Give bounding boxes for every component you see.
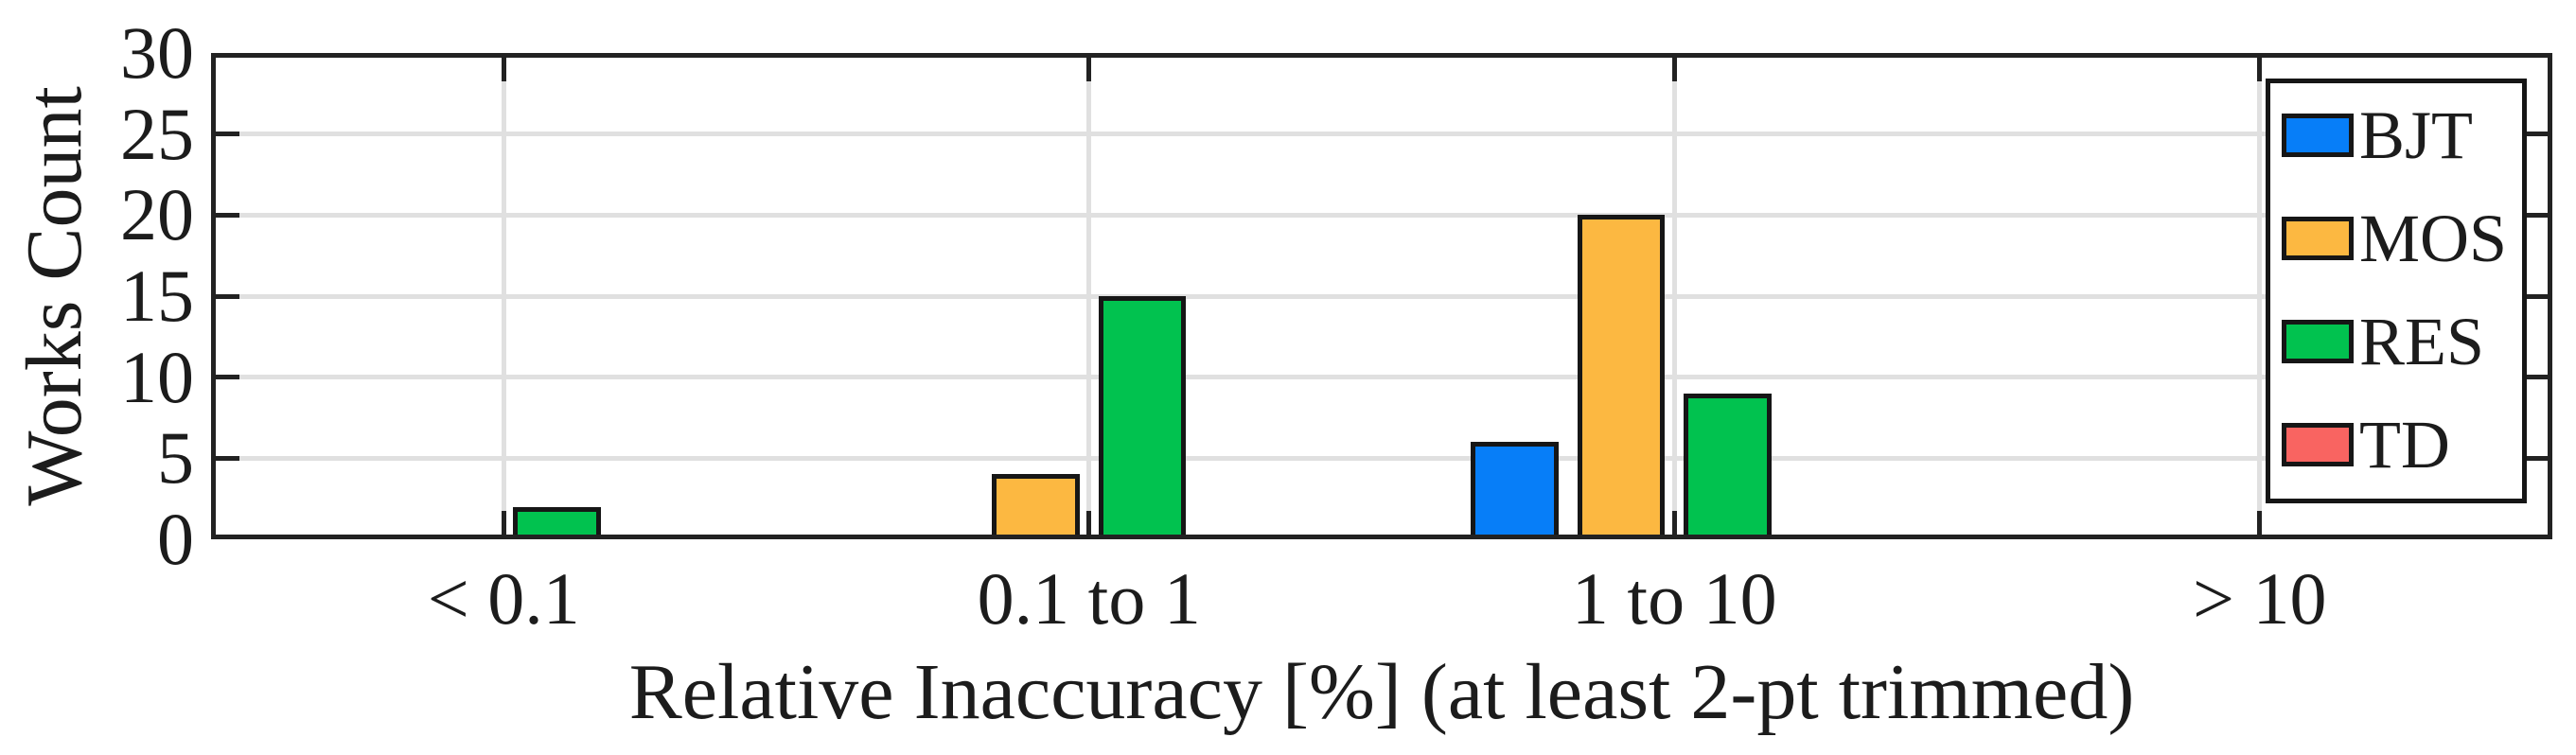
y-gridline	[216, 132, 2548, 137]
y-tick-left	[216, 375, 239, 380]
x-tick-label: < 0.1	[427, 557, 580, 640]
legend-swatch-td	[2281, 423, 2354, 466]
y-gridline	[216, 375, 2548, 380]
legend-row-res: RES	[2281, 304, 2507, 379]
y-tick-label: 30	[120, 11, 194, 94]
bar-res-3	[1684, 393, 1772, 539]
y-tick-right	[2524, 212, 2548, 218]
x-gridline	[1086, 58, 1092, 535]
legend-row-td: TD	[2281, 407, 2507, 483]
y-tick-label: 0	[157, 498, 194, 580]
x-tick-label: 0.1 to 1	[977, 557, 1201, 640]
legend: BJT MOS RES TD	[2265, 79, 2527, 503]
bar-mos-2	[992, 474, 1080, 539]
legend-swatch-bjt	[2281, 114, 2354, 157]
legend-swatch-mos	[2281, 217, 2354, 260]
x-gridline	[2257, 58, 2263, 535]
x-axis-label: Relative Inaccuracy [%] (at least 2-pt t…	[628, 648, 2135, 736]
y-tick-label: 25	[120, 92, 194, 175]
y-tick-right	[2524, 455, 2548, 461]
y-tick-label: 10	[120, 335, 194, 418]
x-gridline	[1671, 58, 1677, 535]
y-tick-label: 20	[120, 173, 194, 256]
x-tick-label: 1 to 10	[1571, 557, 1777, 640]
y-gridline	[216, 212, 2548, 218]
x-tick-bottom	[2257, 511, 2263, 535]
y-tick-label: 5	[157, 416, 194, 500]
legend-label-td: TD	[2358, 407, 2450, 483]
legend-row-bjt: BJT	[2281, 97, 2507, 173]
y-tick-right	[2524, 375, 2548, 380]
y-tick-left	[216, 455, 239, 461]
y-tick-right	[2524, 132, 2548, 137]
x-tick-top	[1086, 58, 1092, 81]
y-gridline	[216, 455, 2548, 461]
legend-swatch-res	[2281, 320, 2354, 363]
x-tick-top	[501, 58, 506, 81]
bar-bjt-3	[1471, 442, 1559, 539]
y-tick-right	[2524, 293, 2548, 299]
x-tick-top	[1671, 58, 1677, 81]
legend-row-mos: MOS	[2281, 201, 2507, 276]
x-tick-top	[2257, 58, 2263, 81]
legend-label-res: RES	[2358, 304, 2484, 379]
y-tick-left	[216, 293, 239, 299]
y-tick-label: 15	[120, 255, 194, 337]
x-tick-label: > 10	[2193, 557, 2327, 640]
legend-label-bjt: BJT	[2358, 97, 2473, 173]
x-tick-bottom	[1671, 511, 1677, 535]
bar-mos-3	[1577, 215, 1666, 539]
y-gridline	[216, 293, 2548, 299]
y-tick-left	[216, 212, 239, 218]
x-tick-bottom	[1086, 511, 1092, 535]
x-gridline	[501, 58, 506, 535]
x-tick-bottom	[501, 511, 506, 535]
legend-label-mos: MOS	[2358, 201, 2507, 276]
bar-res-2	[1098, 296, 1187, 539]
bar-res-1	[513, 506, 601, 539]
y-tick-left	[216, 132, 239, 137]
